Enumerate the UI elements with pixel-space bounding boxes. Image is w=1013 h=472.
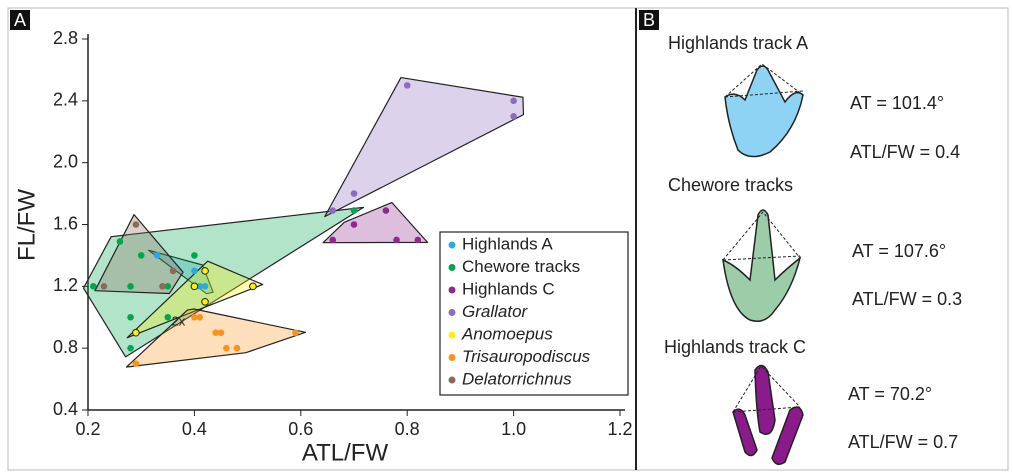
page: {"chart_data": {"type": "scatter", "x_la… — [0, 0, 1013, 472]
data-point — [191, 252, 198, 259]
track-ratio: ATL/FW = 0.7 — [848, 432, 958, 452]
data-point — [127, 345, 134, 352]
track-title: Highlands track A — [668, 33, 808, 53]
data-point — [292, 329, 299, 336]
data-point — [351, 221, 358, 228]
track-ratio: ATL/FW = 0.4 — [850, 142, 960, 162]
data-point — [127, 314, 134, 321]
legend-swatch — [449, 242, 456, 249]
panel-label: A — [14, 10, 26, 30]
figure: A B Highlands track A AT = 101.4° ATL/FW… — [0, 0, 1013, 472]
data-point — [202, 298, 209, 305]
legend-swatch — [449, 354, 456, 361]
y-tick-label: 1.2 — [53, 275, 78, 295]
data-point — [415, 237, 422, 244]
data-point — [329, 207, 336, 214]
legend-label: Chewore tracks — [462, 257, 580, 276]
data-point — [404, 82, 411, 89]
annotation: 2x — [172, 313, 186, 328]
data-point — [133, 221, 140, 228]
data-point — [101, 283, 108, 290]
legend-label: Highlands C — [462, 279, 555, 298]
y-tick-label: 1.6 — [53, 213, 78, 233]
x-tick-label: 1.2 — [607, 419, 632, 439]
data-point — [165, 314, 172, 321]
x-tick-label: 0.2 — [75, 419, 100, 439]
data-point — [154, 252, 161, 259]
data-point — [159, 283, 166, 290]
data-point — [202, 268, 209, 275]
data-point — [351, 207, 358, 214]
data-point — [223, 345, 230, 352]
legend-label: Delatorrichnus — [462, 369, 572, 388]
legend-swatch — [449, 264, 456, 271]
data-point — [383, 207, 390, 214]
data-point — [329, 237, 336, 244]
legend-label: Grallator — [462, 302, 529, 321]
x-tick-label: 1.0 — [501, 419, 526, 439]
track-angle: AT = 101.4° — [850, 93, 944, 113]
y-tick-label: 2.4 — [53, 90, 78, 110]
y-tick-label: 0.4 — [53, 399, 78, 419]
y-tick-label: 2.0 — [53, 151, 78, 171]
data-point — [510, 98, 517, 105]
data-point — [196, 314, 203, 321]
data-point — [133, 329, 140, 336]
track-c-drawing — [733, 365, 803, 464]
data-point — [191, 268, 198, 275]
panel-label: B — [643, 10, 655, 30]
track-a-drawing — [725, 64, 803, 157]
legend-label: Highlands A — [462, 234, 553, 253]
x-tick-label: 0.8 — [395, 419, 420, 439]
track-ratio: ATL/FW = 0.3 — [852, 289, 962, 309]
data-point — [133, 360, 140, 367]
y-axis-title: FL/FW — [13, 189, 40, 261]
x-tick-label: 0.6 — [288, 419, 313, 439]
y-tick-label: 0.8 — [53, 337, 78, 357]
x-tick-label: 0.4 — [182, 419, 207, 439]
y-tick-label: 2.8 — [53, 28, 78, 48]
data-point — [127, 283, 134, 290]
data-point — [218, 329, 225, 336]
data-point — [234, 345, 241, 352]
track-angle: AT = 107.6° — [852, 241, 946, 261]
legend-swatch — [449, 377, 456, 384]
data-point — [170, 268, 177, 275]
data-point — [510, 113, 517, 120]
data-point — [138, 252, 145, 259]
data-point — [250, 283, 257, 290]
data-point — [191, 283, 198, 290]
legend-swatch — [449, 287, 456, 294]
track-b-drawing — [723, 210, 800, 321]
data-point — [351, 190, 358, 197]
legend-label: Trisauropodiscus — [462, 347, 591, 366]
data-point — [90, 283, 97, 290]
data-point — [117, 238, 124, 245]
data-point — [202, 283, 209, 290]
data-point — [393, 237, 400, 244]
legend-label: Anomoepus — [461, 324, 553, 343]
legend-swatch — [449, 309, 456, 316]
x-axis-title: ATL/FW — [302, 439, 389, 466]
track-title: Chewore tracks — [668, 175, 793, 195]
track-angle: AT = 70.2° — [848, 384, 932, 404]
legend-swatch — [449, 332, 456, 339]
track-title: Highlands track C — [664, 337, 806, 357]
